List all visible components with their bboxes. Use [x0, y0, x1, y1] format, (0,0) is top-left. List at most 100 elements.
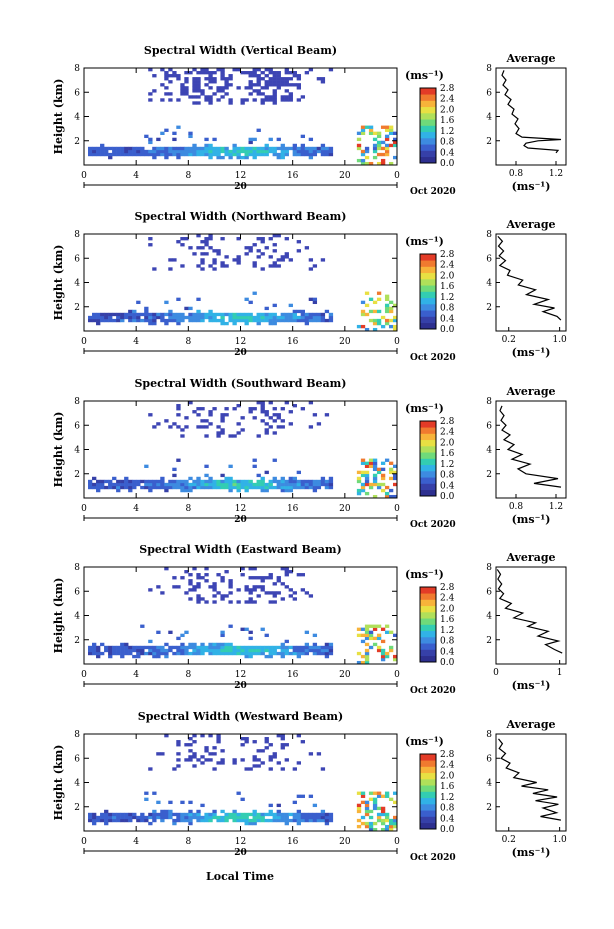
- heatmap-cell: [184, 152, 189, 157]
- heatmap-cell: [144, 149, 149, 154]
- heatmap-cell: [280, 155, 285, 160]
- heatmap-cell: [384, 143, 390, 148]
- heatmap-cell: [148, 98, 153, 102]
- heatmap-cell: [320, 77, 326, 81]
- x-tick-label: 12: [235, 171, 246, 181]
- heatmap-cell: [252, 146, 257, 151]
- oct-label: Oct 2020: [410, 853, 456, 863]
- heatmap-cell: [208, 482, 213, 487]
- heatmap-cell: [320, 645, 326, 650]
- heatmap-cell: [196, 86, 201, 90]
- heatmap-cell: [296, 146, 301, 151]
- heatmap-cell: [276, 137, 281, 142]
- heatmap-cell: [384, 827, 390, 832]
- heatmap-cell: [264, 413, 269, 417]
- heatmap-cell: [256, 482, 261, 487]
- heatmap-cell: [256, 479, 261, 484]
- heatmap-cell: [264, 485, 269, 490]
- heatmap-cell: [296, 654, 301, 659]
- heatmap-cell: [204, 77, 209, 81]
- heatmap-cell: [356, 131, 362, 135]
- average-y-tick-label: 2: [486, 803, 492, 813]
- heatmap-cell: [380, 158, 386, 163]
- heatmap-cell: [184, 86, 189, 90]
- heatmap-cell: [200, 240, 205, 244]
- heatmap-cell: [296, 794, 301, 798]
- heatmap-cell: [260, 648, 265, 653]
- heatmap-cell: [116, 645, 121, 650]
- heatmap-cell: [168, 309, 173, 314]
- heatmap-cell: [268, 425, 273, 429]
- heatmap: [88, 68, 398, 166]
- heatmap-cell: [232, 312, 237, 317]
- heatmap-cell: [256, 758, 261, 762]
- heatmap-cell: [176, 312, 181, 317]
- heatmap-cell: [232, 645, 237, 650]
- heatmap-cell: [260, 98, 265, 102]
- average-profile-line: [501, 70, 562, 154]
- heatmap-cell: [304, 591, 310, 595]
- heatmap-cell: [248, 479, 253, 484]
- heatmap-cell: [280, 482, 285, 487]
- heatmap-cell: [304, 312, 310, 317]
- colorbar-tick-label: 0.4: [440, 314, 455, 324]
- heatmap-cell: [168, 149, 173, 154]
- heatmap-cell: [208, 479, 213, 484]
- heatmap-cell: [188, 71, 193, 75]
- heatmap-cell: [272, 74, 277, 78]
- heatmap-cell: [236, 149, 241, 154]
- heatmap-cell: [280, 815, 285, 820]
- heatmap-cell: [240, 627, 245, 631]
- heatmap-cell: [104, 312, 109, 317]
- heatmap-cell: [216, 740, 221, 744]
- heatmap-cell: [224, 152, 229, 157]
- heatmap-cell: [376, 470, 382, 475]
- heatmap-cell: [228, 482, 233, 487]
- heatmap-cell: [316, 422, 322, 426]
- heatmap-cell: [108, 479, 113, 484]
- heatmap-cell: [260, 818, 265, 823]
- heatmap-cell: [260, 267, 265, 271]
- heatmap-cell: [180, 318, 185, 323]
- heatmap-cell: [220, 485, 225, 490]
- heatmap-cell: [368, 636, 374, 641]
- heatmap-cell: [320, 143, 326, 148]
- heatmap-cell: [184, 812, 189, 817]
- heatmap-cell: [236, 600, 241, 604]
- heatmap-cell: [148, 149, 153, 154]
- heatmap-cell: [280, 734, 285, 738]
- heatmap-cell: [172, 318, 177, 323]
- heatmap-cell: [264, 149, 269, 154]
- heatmap-cell: [280, 567, 285, 571]
- heatmap-cell: [172, 137, 177, 142]
- heatmap-cell: [392, 131, 398, 135]
- heatmap-cell: [376, 140, 382, 145]
- heatmap-cell: [376, 636, 382, 641]
- heatmap-cell: [300, 573, 305, 577]
- heatmap-cell: [104, 485, 109, 490]
- x-tick-label: 8: [185, 670, 191, 680]
- heatmap-cell: [288, 818, 293, 823]
- heatmap-cell: [104, 149, 109, 154]
- heatmap-cell: [276, 77, 281, 81]
- heatmap-cell: [280, 98, 285, 102]
- colorbar-swatch: [420, 322, 436, 330]
- heatmap-cell: [380, 146, 386, 151]
- heatmap-cell: [248, 92, 253, 96]
- colorbar-tick-label: 2.0: [440, 438, 455, 448]
- heatmap-cell: [216, 815, 221, 820]
- heatmap-cell: [164, 485, 169, 490]
- y-tick-label: 4: [74, 779, 80, 789]
- heatmap-cell: [208, 645, 213, 650]
- heatmap-cell: [192, 645, 197, 650]
- heatmap-cell: [284, 95, 289, 99]
- heatmap-cell: [304, 152, 310, 157]
- heatmap-cell: [280, 812, 285, 817]
- heatmap-cell: [248, 86, 253, 90]
- heatmap-cell: [272, 752, 277, 756]
- heatmap-cell: [272, 92, 277, 96]
- heatmap-cell: [380, 476, 386, 481]
- heatmap-cell: [388, 128, 394, 132]
- heatmap-cell: [376, 143, 382, 148]
